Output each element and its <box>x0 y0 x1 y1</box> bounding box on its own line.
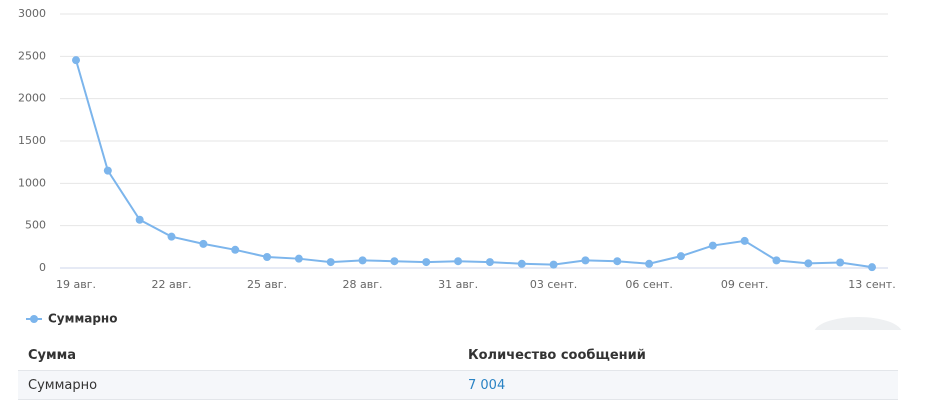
point <box>199 239 208 248</box>
x-tick-label: 31 авг. <box>438 278 478 291</box>
y-tick-label: 500 <box>25 219 46 232</box>
point <box>454 257 463 266</box>
blur <box>814 317 902 330</box>
point <box>167 232 176 241</box>
point <box>263 252 272 261</box>
point <box>740 236 749 245</box>
point <box>390 257 399 266</box>
cell[interactable]: 7 004 <box>458 370 898 400</box>
point <box>422 258 431 267</box>
point <box>549 260 558 269</box>
point <box>804 259 813 268</box>
cell: Суммарно <box>18 370 458 400</box>
table-header: Сумма Количество сообщений <box>18 340 898 371</box>
legend-marker <box>30 315 38 323</box>
x-tick-label: 13 сент. <box>848 278 895 291</box>
point <box>231 245 240 254</box>
header-cell: Сумма <box>18 340 458 371</box>
point <box>72 56 80 65</box>
y-tick-label: 2500 <box>18 49 46 62</box>
point <box>103 166 112 175</box>
series-line <box>75 59 873 269</box>
y-tick-label: 1500 <box>18 134 46 147</box>
point <box>135 215 144 224</box>
chart: 0 500 1000 1500 2000 2500 3000 19 авг. 22 авг. 25… <box>18 7 902 330</box>
point <box>326 258 335 267</box>
x-tick-label: 03 сент. <box>530 278 577 291</box>
point <box>772 256 781 265</box>
y-tick-label: 3000 <box>18 7 46 20</box>
point <box>868 263 876 272</box>
x-tick-label: 25 авг. <box>247 278 287 291</box>
y-tick-label: 2000 <box>18 92 46 105</box>
point <box>645 259 654 268</box>
legend-label: Суммарно <box>48 312 117 326</box>
point <box>676 252 685 261</box>
point <box>358 256 367 265</box>
header-cell: Количество сообщений <box>458 340 898 371</box>
point <box>836 258 845 267</box>
x-tick-label: 22 авг. <box>152 278 192 291</box>
y-tick-label: 1000 <box>18 176 46 189</box>
x-tick-label: 06 сент. <box>625 278 672 291</box>
x-tick-label: 19 авг. <box>56 278 96 291</box>
point <box>708 241 717 250</box>
y-tick-label: 0 <box>39 261 46 274</box>
point <box>613 257 622 266</box>
point <box>294 254 303 263</box>
table-row: Суммарно 7 004 <box>18 370 898 400</box>
point <box>485 258 494 267</box>
point <box>517 259 526 268</box>
point <box>581 256 590 265</box>
x-tick-label: 09 сент. <box>721 278 768 291</box>
x-tick-label: 28 авг. <box>343 278 383 291</box>
summary-table: Сумма Количество сообщений Суммарно 7 00… <box>18 340 898 400</box>
